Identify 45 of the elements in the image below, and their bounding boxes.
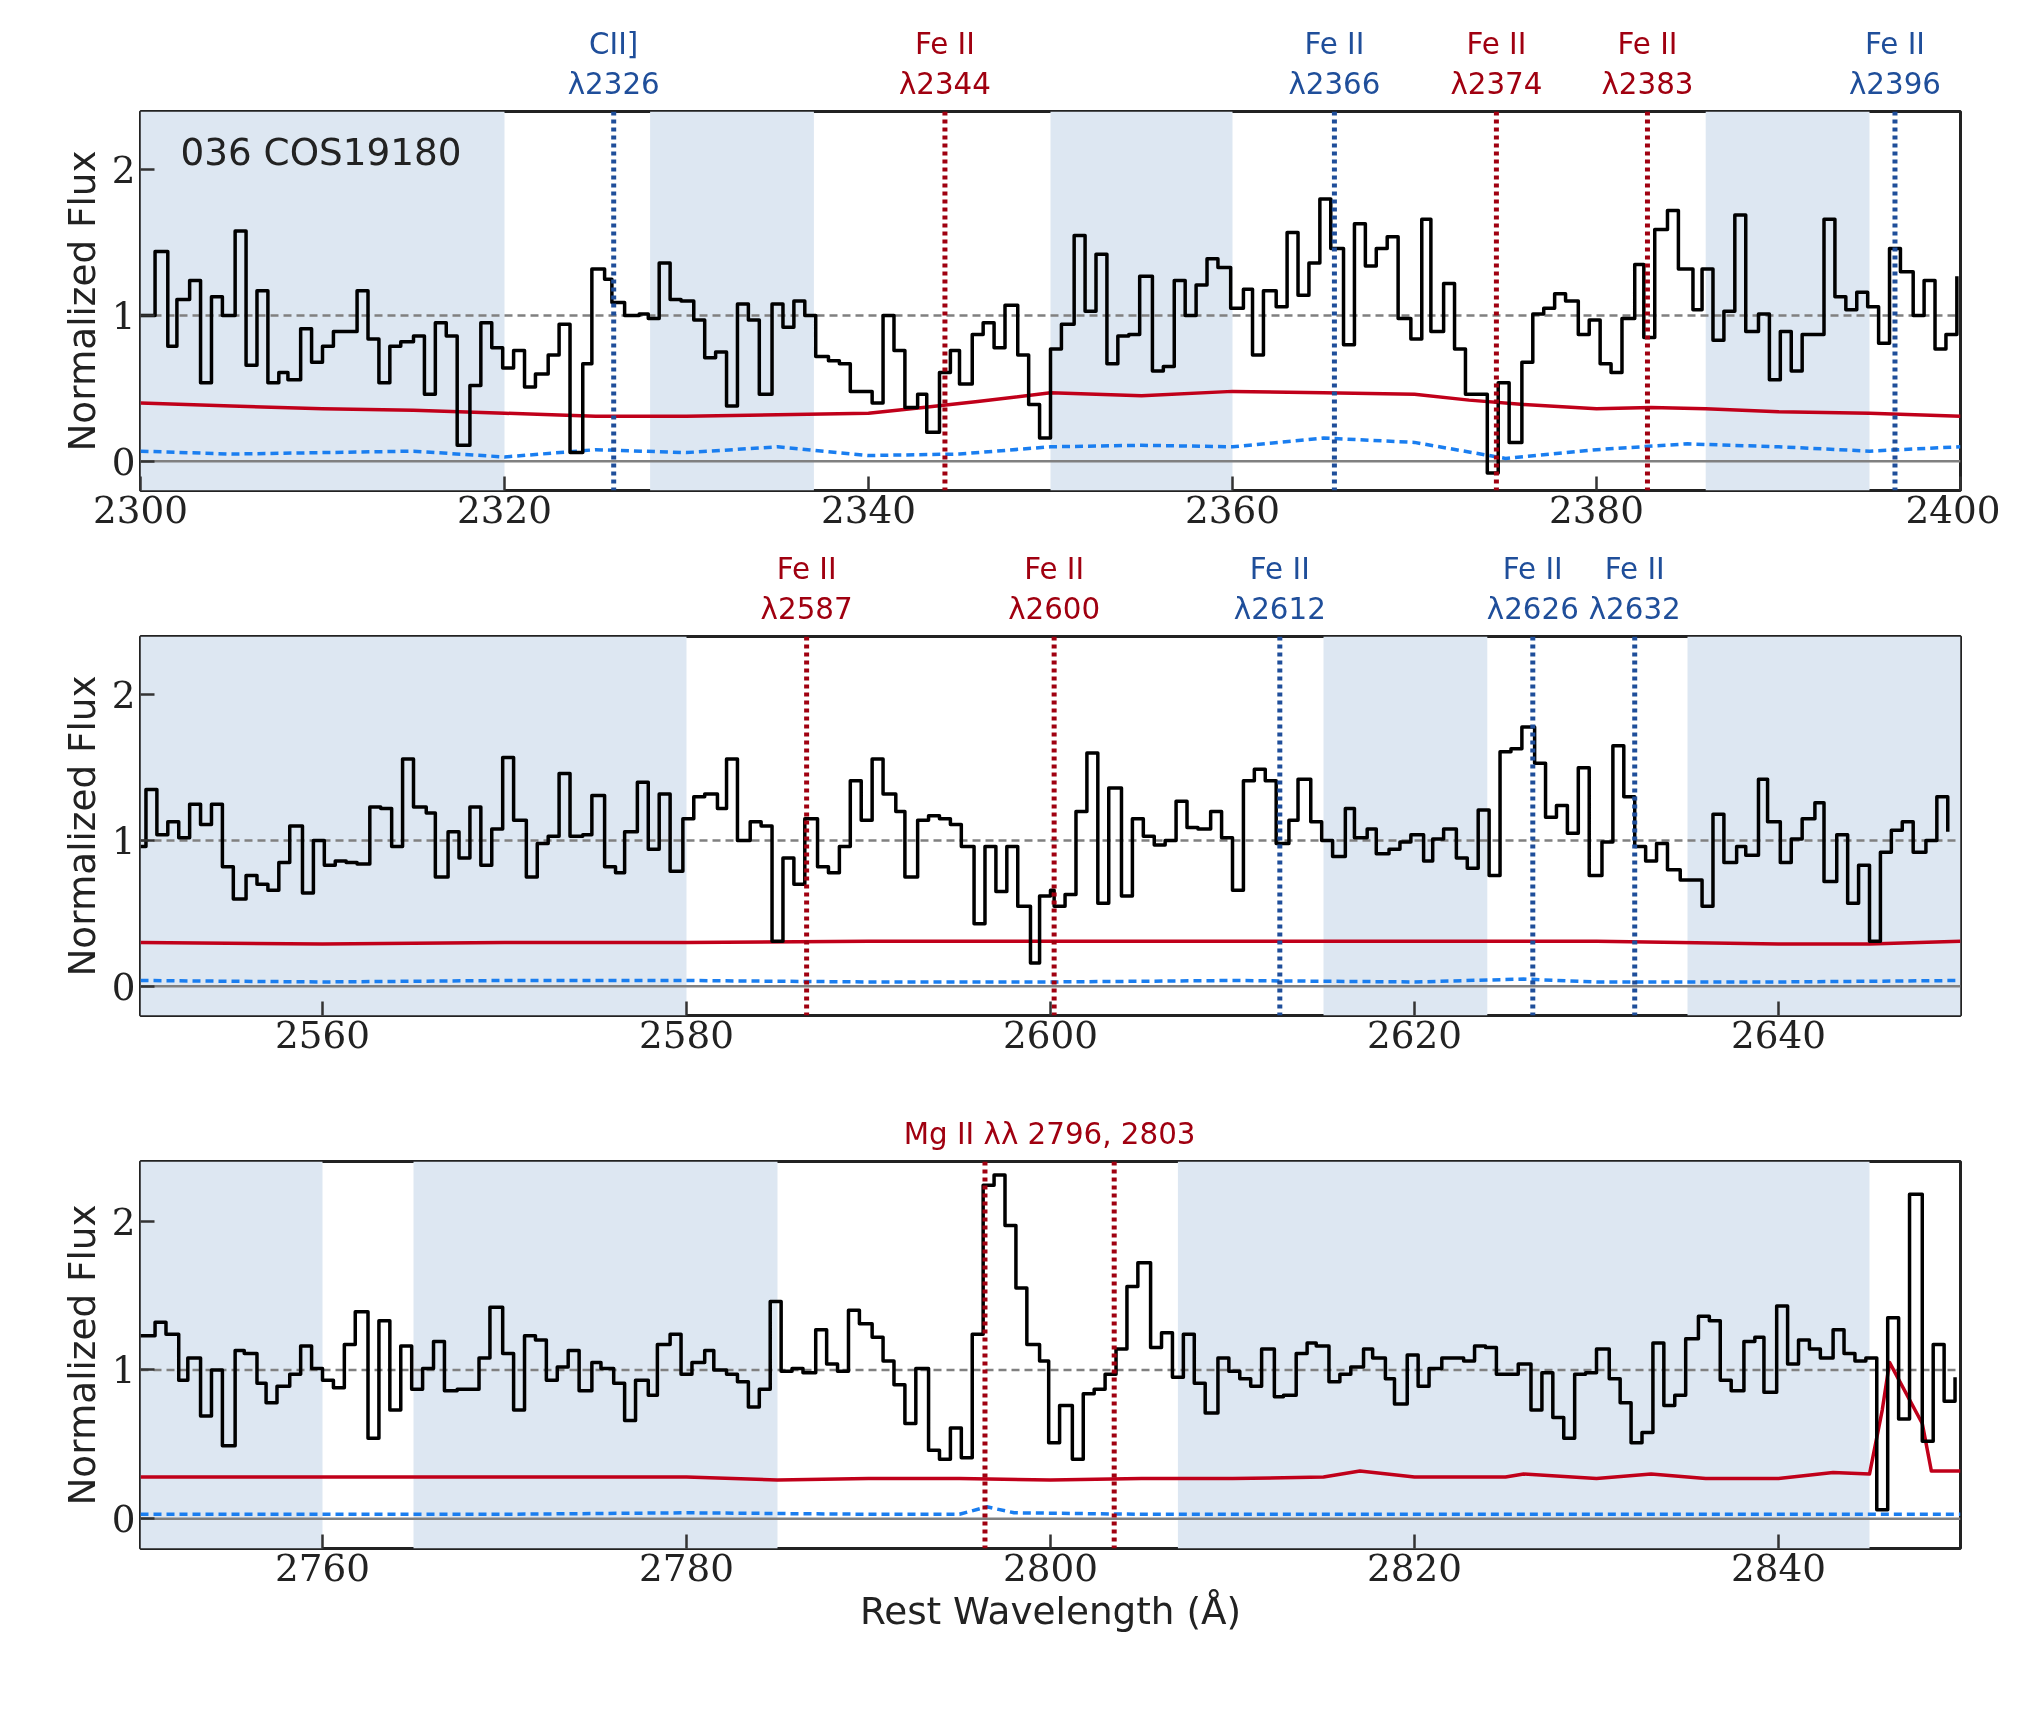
ref-line-label: Fe II λ2626 (1486, 551, 1579, 627)
y-tick-label: 0 (111, 1497, 136, 1542)
x-tick-label: 2400 (1905, 487, 2001, 532)
ref-line-label: Fe II λ2366 (1288, 26, 1381, 102)
y-tick-label: 2 (111, 673, 136, 718)
ref-line-label: Fe II λ2600 (1008, 551, 1101, 627)
x-tick-label: 2780 (639, 1545, 734, 1590)
x-tick-label: 2600 (1003, 1012, 1098, 1057)
y-tick-label: 1 (111, 1348, 136, 1393)
x-tick-label: 2840 (1731, 1545, 1826, 1590)
y-tick-label: 2 (111, 1199, 136, 1244)
x-tick-label: 2320 (457, 487, 552, 532)
y-axis-title: Normalized Flux (59, 675, 104, 977)
ref-line-label: Fe II λ2632 (1588, 551, 1681, 627)
y-tick-label: 0 (111, 439, 136, 484)
ref-line-label: CII] λ2326 (567, 26, 660, 102)
annotation: 036 COS19180 (180, 129, 462, 174)
x-tick-label: 2620 (1367, 1012, 1462, 1057)
ref-line-label: Fe II λ2612 (1233, 551, 1326, 627)
ref-line-label: Fe II λ2587 (760, 551, 853, 627)
x-tick-label: 2360 (1185, 487, 1280, 532)
x-tick-label: 2760 (275, 1545, 370, 1590)
y-tick-label: 2 (111, 148, 136, 193)
y-tick-label: 1 (111, 819, 136, 864)
y-axis-title: Normalized Flux (59, 1204, 104, 1506)
ref-line-label: Fe II λ2374 (1450, 26, 1543, 102)
x-tick-label: 2300 (93, 487, 188, 532)
y-tick-label: 1 (111, 294, 136, 339)
ref-line-label: Mg II λλ 2796, 2803 (903, 1117, 1196, 1152)
x-axis-title: Rest Wavelength (Å) (859, 1588, 1242, 1633)
line-series (140, 1360, 1961, 1482)
ref-line-label: Fe II λ2396 (1848, 26, 1941, 102)
x-tick-label: 2560 (275, 1012, 370, 1057)
y-tick-label: 0 (111, 964, 136, 1009)
x-tick-label: 2380 (1549, 487, 1644, 532)
x-tick-label: 2800 (1003, 1545, 1098, 1590)
ref-line-label: Fe II λ2383 (1601, 26, 1694, 102)
x-tick-label: 2580 (639, 1012, 734, 1057)
y-axis-title: Normalized Flux (59, 150, 104, 452)
line-series (140, 389, 1961, 418)
x-tick-label: 2640 (1731, 1012, 1826, 1057)
x-tick-label: 2340 (821, 487, 916, 532)
line-series (140, 436, 1961, 461)
x-tick-label: 2820 (1367, 1545, 1462, 1590)
ref-line-label: Fe II λ2344 (898, 26, 991, 102)
